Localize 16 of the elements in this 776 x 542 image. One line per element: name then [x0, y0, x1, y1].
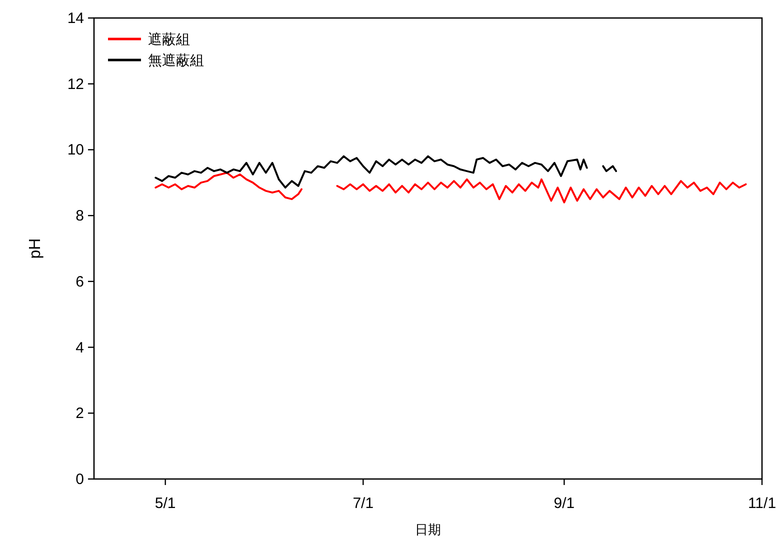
y-tick-label: 0: [76, 471, 84, 488]
x-tick-label: 5/1: [154, 495, 176, 512]
x-tick-label: 11/1: [748, 495, 776, 512]
y-tick-label: 2: [76, 405, 84, 422]
legend-label: 無遮蔽組: [148, 52, 204, 68]
x-tick-label: 9/1: [554, 495, 575, 512]
y-axis-title: pH: [27, 238, 44, 259]
x-axis-title: 日期: [415, 522, 441, 537]
y-tick-label: 10: [67, 142, 84, 159]
y-tick-label: 4: [76, 339, 84, 356]
y-tick-label: 12: [67, 76, 84, 93]
x-tick-label: 7/1: [352, 495, 374, 512]
y-tick-label: 8: [76, 208, 84, 225]
y-tick-label: 14: [67, 10, 84, 27]
y-tick-label: 6: [76, 273, 84, 290]
legend-label: 遮蔽組: [148, 31, 190, 47]
